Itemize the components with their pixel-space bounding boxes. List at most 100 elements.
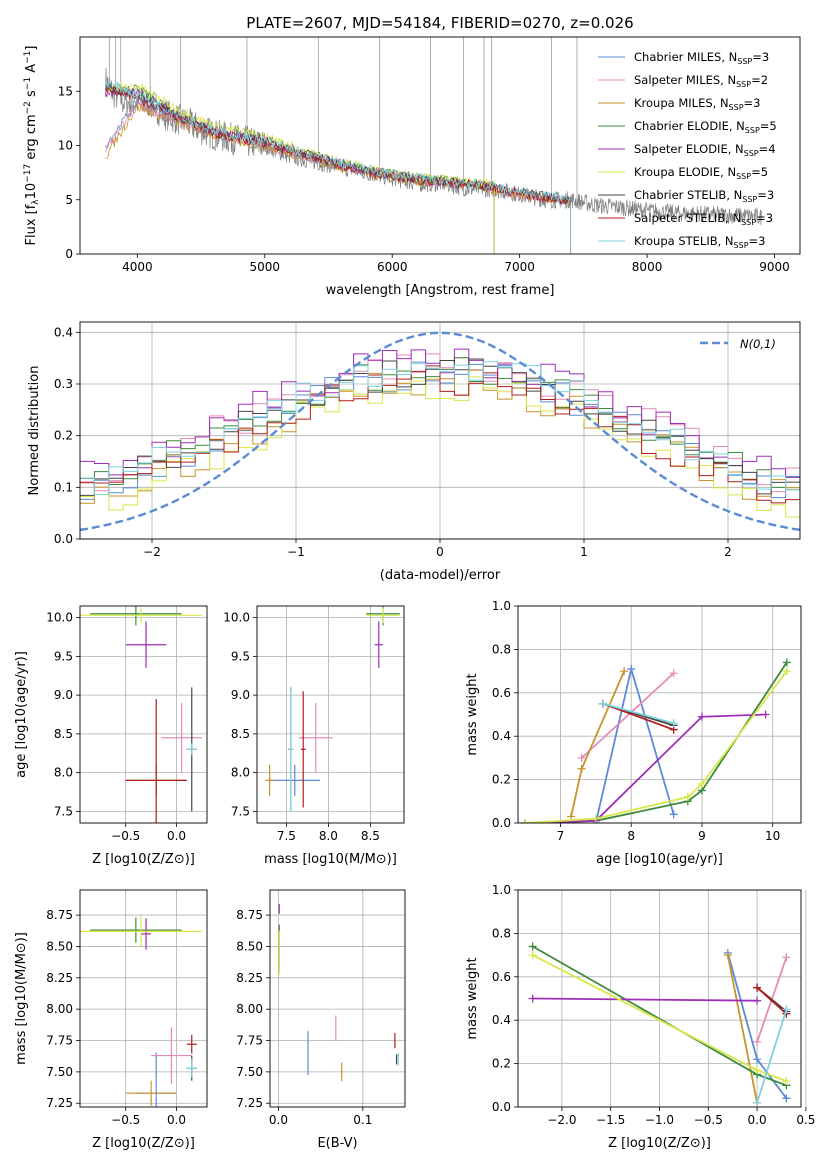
weight_vs_Z-plot-area bbox=[528, 942, 791, 1107]
weight-marker bbox=[683, 792, 692, 801]
legend-name: Chabrier MILES, N bbox=[634, 50, 737, 64]
x-tick-label: −0.5 bbox=[111, 1113, 140, 1127]
x-tick-label: 7 bbox=[557, 829, 565, 843]
x-tick-label: −0.5 bbox=[111, 829, 140, 843]
model-spectrum-line bbox=[105, 85, 571, 254]
panels: 4000 5000 6000 7000 8000 9000051015wavelength… bbox=[14, 36, 815, 1151]
x-axis-label: mass [log10(M/M⊙)] bbox=[264, 852, 397, 867]
y-label-part: −2 bbox=[23, 101, 33, 114]
legend-name: Kroupa STELIB, N bbox=[634, 234, 734, 248]
legend-tail: =3 bbox=[744, 96, 761, 110]
weight-line bbox=[525, 661, 788, 823]
x-axis-label: age [log10(age/yr)] bbox=[596, 852, 723, 867]
weight-marker bbox=[669, 669, 678, 678]
y-axis-label: age [log10(age/yr)] bbox=[14, 651, 29, 778]
mass_vs_Z-plot-area bbox=[80, 915, 202, 1107]
weight-line bbox=[726, 954, 758, 1103]
weight-marker bbox=[753, 1055, 762, 1064]
y-tick-label: 8.5 bbox=[231, 727, 250, 741]
error-bar-point bbox=[300, 691, 306, 808]
legend-name: Kroupa MILES, N bbox=[634, 96, 729, 110]
error-bar-point bbox=[151, 1027, 192, 1084]
x-tick-label: 9000 bbox=[759, 260, 790, 274]
y-tick-label: 0.0 bbox=[492, 1100, 511, 1114]
weight-marker bbox=[782, 667, 791, 676]
y-label-part: −1 bbox=[23, 77, 33, 90]
age_vs_mass-plot-area bbox=[265, 606, 400, 812]
y-tick-label: 8.0 bbox=[54, 766, 73, 780]
y-tick-label: 9.0 bbox=[231, 688, 250, 702]
legend-sub: SSP bbox=[737, 57, 752, 66]
weight-line bbox=[756, 1009, 788, 1103]
legend-sub: SSP bbox=[742, 195, 757, 204]
x-tick-label: 1 bbox=[580, 545, 588, 559]
weight-marker bbox=[761, 710, 770, 719]
weight-marker bbox=[782, 953, 791, 962]
y-label-part: 10 bbox=[24, 183, 39, 200]
x-tick-label: 0.1 bbox=[353, 1113, 372, 1127]
weight-marker bbox=[598, 699, 607, 708]
legend-name: Chabrier ELODIE, N bbox=[634, 119, 745, 133]
y-tick-label: 8.50 bbox=[236, 939, 263, 953]
weight_vs_Z-panel: −2.0 −1.5 −1.0 −0.5 0.0 0.5 0.0 0.2 0.4 0.6 0.8 1.0… bbox=[465, 883, 815, 1151]
weight-marker bbox=[782, 1094, 791, 1103]
x-tick-label: 6000 bbox=[377, 260, 408, 274]
y-tick-label: 0.8 bbox=[492, 926, 511, 940]
error-bar-point bbox=[125, 1080, 177, 1106]
legend-label: Chabrier STELIB, NSSP=3 bbox=[634, 188, 774, 204]
weight-marker bbox=[723, 951, 732, 960]
y-tick-label: 15 bbox=[58, 84, 73, 98]
weight-marker bbox=[782, 658, 791, 667]
legend-label: N(0,1) bbox=[740, 337, 776, 351]
legend-label: Chabrier ELODIE, NSSP=5 bbox=[634, 119, 777, 135]
mass_vs_EBV-panel: 0.0 0.1 7.25 7.50 7.75 8.00 8.25 8.50 8.75 E(B-V) bbox=[236, 889, 406, 1151]
legend-sub: SSP bbox=[745, 126, 760, 135]
error-bar-point bbox=[374, 621, 383, 668]
mass_vs_Z-panel: −0.5 0.0 7.25 7.50 7.75 8.00 8.25 8.50 8.75 Z [lo… bbox=[14, 889, 208, 1151]
y-axis-label: Normed distribution bbox=[27, 366, 42, 496]
legend-label: Salpeter ELODIE, NSSP=4 bbox=[634, 142, 776, 158]
y-tick-label: 1.0 bbox=[492, 599, 511, 613]
error-bar-point bbox=[125, 699, 187, 823]
figure-title: PLATE=2607, MJD=54184, FIBERID=0270, z=0… bbox=[246, 14, 633, 32]
weight-marker bbox=[753, 983, 762, 992]
weight_vs_age-plot-area bbox=[521, 658, 791, 823]
legend-tail: =2 bbox=[751, 73, 768, 87]
x-tick-label: 0.0 bbox=[167, 1113, 186, 1127]
y-tick-label: 7.50 bbox=[236, 1065, 263, 1079]
y-tick-label: 7.5 bbox=[54, 804, 73, 818]
age_vs_Z-plot-area bbox=[80, 606, 202, 823]
legend-tail: =5 bbox=[751, 165, 768, 179]
y-axis-label: mass [log10(M/M⊙)] bbox=[14, 932, 29, 1065]
y-tick-label: 7.50 bbox=[46, 1065, 73, 1079]
error-bar-point bbox=[186, 1034, 197, 1054]
y-tick-label: 8.0 bbox=[231, 766, 250, 780]
axes-frame bbox=[269, 889, 406, 1108]
weight-marker bbox=[528, 951, 537, 960]
x-tick-label: −1 bbox=[287, 545, 305, 559]
y-label-part: −17 bbox=[23, 164, 33, 183]
error-bar-point bbox=[90, 917, 182, 943]
weight_vs_age-panel: 7 8 9 10 0.0 0.2 0.4 0.6 0.8 1.0 age [log10(age/yr… bbox=[465, 599, 802, 867]
weight-line bbox=[756, 986, 787, 1015]
x-tick-label: 5000 bbox=[250, 260, 281, 274]
y-tick-label: 8.75 bbox=[236, 908, 263, 922]
residuals-plot-area bbox=[80, 331, 800, 532]
error-bar-point bbox=[80, 915, 202, 948]
legend-label: Chabrier MILES, NSSP=3 bbox=[634, 50, 769, 66]
weight-marker bbox=[669, 719, 678, 728]
error-bar-point bbox=[140, 918, 152, 950]
legend-label: Kroupa STELIB, NSSP=3 bbox=[634, 234, 765, 250]
y-tick-label: 5 bbox=[65, 193, 73, 207]
y-tick-label: 8.00 bbox=[236, 1002, 263, 1016]
x-tick-label: −2.0 bbox=[547, 1113, 576, 1127]
y-tick-label: 0.6 bbox=[492, 686, 511, 700]
error-bar-point bbox=[299, 702, 333, 773]
y-tick-label: 7.25 bbox=[46, 1096, 73, 1110]
legend-tail: =3 bbox=[756, 211, 773, 225]
x-tick-label: 2 bbox=[724, 545, 732, 559]
weight-marker bbox=[567, 812, 576, 821]
y-tick-label: 8.00 bbox=[46, 1002, 73, 1016]
weight-line bbox=[532, 997, 758, 1002]
y-tick-label: 10 bbox=[58, 139, 73, 153]
